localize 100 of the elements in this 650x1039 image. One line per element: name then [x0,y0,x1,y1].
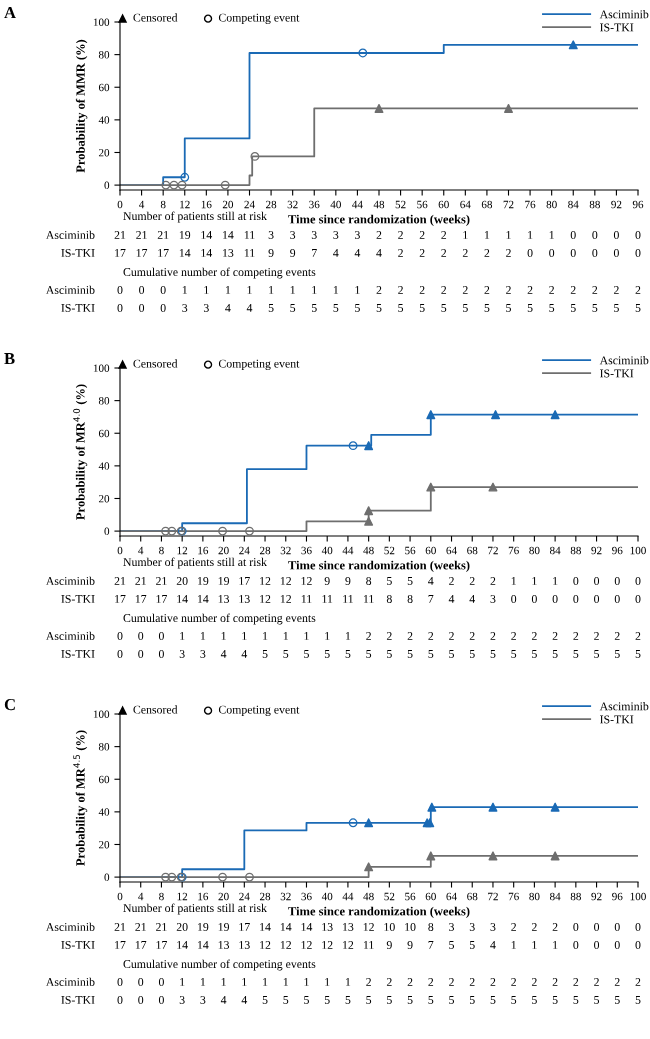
x-tick-label: 48 [363,892,374,901]
x-tick-label: 64 [460,200,471,209]
x-tick-label: 80 [529,546,540,555]
x-tick-label: 52 [384,546,395,555]
x-axis-title: Time since randomization (weeks) [288,906,470,918]
x-tick-label: 16 [198,546,209,555]
y-tick-label: 0 [104,527,110,536]
x-tick-label: 36 [301,546,312,555]
text: IS-TKI [61,650,95,658]
x-tick-label: 32 [287,200,298,209]
x-tick-label: 40 [330,200,341,209]
legend-label: Asciminib [599,355,649,365]
text: IS-TKI [61,304,95,312]
text: 17 17 17 14 14 13 13 12 12 12 12 12 11 9 9 7 5 5 4 1 1 1 0 0 0 0 [115,940,641,949]
x-tick-label: 12 [180,200,190,209]
x-tick-label: 80 [529,892,540,901]
y-axis-title: Probability of MMR (%) [75,39,88,173]
text: IS-TKI [61,249,95,257]
x-tick-label: 0 [117,200,123,209]
text: 0 0 0 1 1 1 1 1 1 1 1 1 2 2 2 2 2 2 2 2 2 2 2 2 2 2 [117,977,641,986]
x-tick-label: 96 [612,892,623,901]
text: 21 21 21 20 19 19 17 14 14 14 13 13 12 10 10 8 3 3 3 2 2 2 0 0 0 0 [114,922,641,931]
y-axis-title: Probability of MR$^{4.5}$ (%) [73,730,88,866]
x-tick-label: 24 [244,200,255,209]
x-tick-label: 80 [546,200,557,209]
y-tick-label: 60 [98,83,110,92]
x-tick-label: 84 [549,892,561,901]
text: Asciminib [45,977,95,986]
x-tick-label: 4 [138,892,144,901]
x-tick-label: 92 [591,892,602,901]
x-tick-label: 48 [363,546,374,555]
x-tick-label: 72 [488,546,498,555]
x-tick-label: 48 [373,200,385,209]
x-tick-label: 24 [239,892,250,901]
x-tick-label: 100 [630,892,646,901]
x-tick-label: 44 [352,200,363,209]
x-tick-label: 84 [568,200,579,209]
x-tick-label: 40 [321,546,333,555]
y-tick-label: 40 [98,116,110,124]
text: Asciminib [45,230,95,239]
x-tick-label: 60 [438,200,449,209]
text: IS-TKI [61,996,95,1004]
legend-label: IS-TKI [600,715,634,724]
text: 17 17 17 14 14 13 13 12 12 11 11 11 11 8 8 7 4 4 3 0 0 0 0 0 0 0 [115,594,641,603]
x-tick-label: 8 [160,200,166,209]
x-tick-label: 84 [549,546,561,555]
x-tick-label: 8 [159,892,164,901]
text: 0 0 0 3 3 4 4 5 5 5 5 5 5 5 5 5 5 5 5 5 5 5 5 5 5 5 [117,995,641,1004]
x-tick-label: 52 [384,892,395,901]
text: 21 21 21 19 14 14 11 3 3 3 3 3 2 2 2 2 1 1 1 1 1 0 0 0 0 [114,230,641,239]
x-tick-label: 32 [280,546,291,555]
x-tick-label: 76 [508,892,519,901]
chart-title: C [4,698,15,711]
x-tick-label: 44 [342,546,354,555]
x-tick-label: 20 [218,892,229,901]
x-tick-label: 12 [177,546,188,555]
x-tick-label: 68 [467,546,478,555]
text: IS-TKI [61,595,95,603]
y-tick-label: 20 [98,840,110,849]
text: Cumulative number of competing events [123,613,316,625]
x-tick-label: 68 [481,200,493,209]
y-axis-title: Probability of MR$^{4.0}$ (%) [73,384,88,520]
legend-label: Asciminib [599,701,649,711]
text: Cumulative number of competing events [123,959,316,971]
text: 17 17 17 14 14 13 11 9 9 7 4 4 4 2 2 2 2 2 2 0 0 0 0 0 0 [115,248,641,257]
x-tick-label: 4 [138,546,144,555]
y-tick-label: 60 [98,775,110,784]
x-tick-label: 76 [525,200,536,209]
x-tick-label: 28 [259,892,271,901]
x-axis-title: Time since randomization (weeks) [288,214,470,226]
x-tick-label: 16 [198,892,209,901]
y-tick-label: 60 [98,429,110,438]
x-tick-label: 92 [611,200,622,209]
y-tick-label: 100 [93,364,110,372]
y-tick-label: 80 [98,743,110,751]
x-tick-label: 88 [570,892,581,901]
y-tick-label: 0 [104,873,110,882]
chart-title: A [4,7,16,19]
y-tick-label: 40 [98,808,110,816]
x-tick-label: 100 [630,546,646,555]
x-tick-label: 72 [503,200,514,209]
text: Number of patients still at risk [123,903,267,915]
text: Asciminib [45,285,95,294]
x-tick-label: 36 [309,200,320,209]
annotation: Competing event [218,359,300,370]
y-tick-label: 40 [98,462,110,470]
x-tick-label: 44 [342,892,354,901]
x-tick-label: 28 [266,200,277,209]
x-tick-label: 52 [395,200,406,209]
text: Censored [133,705,178,714]
text: 21 21 21 20 19 19 17 12 12 12 9 9 8 5 5 4 2 2 2 1 1 1 0 0 0 0 [114,576,641,585]
text: 0 0 0 3 3 4 4 5 5 5 5 5 5 5 5 5 5 5 5 5 5 5 5 5 5 5 [117,649,641,658]
x-tick-label: 20 [218,546,229,555]
x-tick-label: 16 [201,200,212,209]
x-tick-label: 56 [405,892,416,901]
text: 0 0 0 1 1 1 1 1 1 1 1 1 2 2 2 2 2 2 2 2 2 2 2 2 2 [117,285,641,294]
x-axis-title: Time since randomization (weeks) [288,560,470,572]
text: Censored [133,359,178,368]
text: 0 0 0 3 3 4 4 5 5 5 5 5 5 5 5 5 5 5 5 5 5 5 5 5 5 [117,303,641,312]
x-tick-label: 64 [446,546,457,555]
